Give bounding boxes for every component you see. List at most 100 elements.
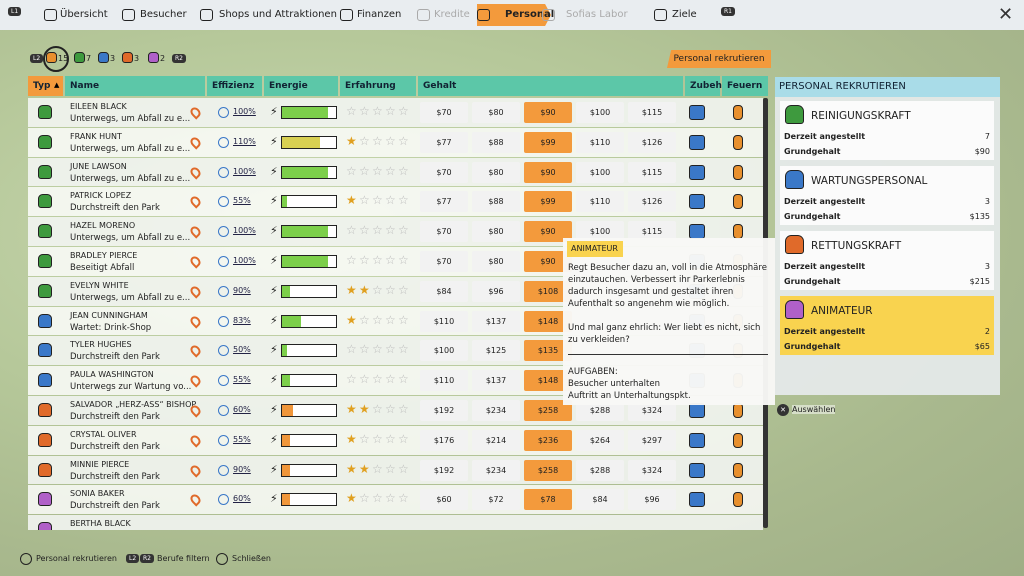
column-header[interactable]: Typ <box>28 76 63 96</box>
locate-icon[interactable] <box>188 492 203 507</box>
locate-icon[interactable] <box>188 224 203 239</box>
role-card[interactable]: ANIMATEUR Derzeit angestellt 2 Grundgehalt $… <box>780 296 994 355</box>
fire-icon[interactable] <box>733 432 743 448</box>
x-button[interactable]: ✕ <box>777 404 789 416</box>
locate-icon[interactable] <box>188 135 203 150</box>
salary-option[interactable]: $234 <box>472 459 520 481</box>
salary-option[interactable]: $90 <box>524 161 572 183</box>
salary-option[interactable]: $115 <box>628 161 676 183</box>
salary-option[interactable]: $100 <box>420 340 468 362</box>
salary-option[interactable]: $90 <box>524 221 572 243</box>
fire-icon[interactable] <box>733 224 743 240</box>
column-header[interactable]: Erfahrung <box>340 76 416 96</box>
salary-option[interactable]: $70 <box>420 221 468 243</box>
salary-option[interactable]: $288 <box>576 400 624 421</box>
role-card[interactable]: REINIGUNGSKRAFT Derzeit angestellt 7 Grundg… <box>780 101 994 160</box>
equipment-icon[interactable] <box>689 432 705 448</box>
salary-option[interactable]: $72 <box>472 489 520 511</box>
salary-option[interactable]: $70 <box>420 251 468 272</box>
salary-option[interactable]: $88 <box>472 131 520 153</box>
salary-option[interactable]: $77 <box>420 131 468 153</box>
locate-icon[interactable] <box>188 463 203 478</box>
salary-option[interactable]: $100 <box>576 161 624 183</box>
salary-option[interactable]: $80 <box>472 102 520 123</box>
salary-option[interactable]: $115 <box>628 221 676 243</box>
salary-option[interactable]: $60 <box>420 489 468 511</box>
role-card[interactable]: RETTUNGSKRAFT Derzeit angestellt 3 Grundgeh… <box>780 231 994 290</box>
table-row[interactable]: MINNIE PIERCE Durchstreift den Park 90% ⚡ ★ ★… <box>28 455 763 485</box>
salary-option[interactable]: $90 <box>524 102 572 123</box>
locate-icon[interactable] <box>188 254 203 269</box>
locate-icon[interactable] <box>188 165 203 180</box>
salary-option[interactable]: $324 <box>628 400 676 421</box>
locate-icon[interactable] <box>188 284 203 299</box>
fire-icon[interactable] <box>733 462 743 478</box>
table-row[interactable]: CRYSTAL OLIVER Durchstreift den Park 55% ⚡ ★… <box>28 425 763 455</box>
filter-count[interactable]: 3 <box>134 54 140 63</box>
locate-icon[interactable] <box>188 105 203 120</box>
salary-option[interactable]: $110 <box>576 191 624 213</box>
salary-option[interactable]: $80 <box>472 221 520 243</box>
salary-option[interactable]: $324 <box>628 459 676 481</box>
equipment-icon[interactable] <box>689 224 705 240</box>
footer-hint[interactable]: Personal rekrutieren <box>36 554 117 563</box>
fire-icon[interactable] <box>733 403 743 418</box>
fire-icon[interactable] <box>733 164 743 180</box>
salary-option[interactable]: $236 <box>524 429 572 451</box>
equipment-icon[interactable] <box>689 105 705 120</box>
select-hint[interactable]: Auswählen <box>792 405 836 414</box>
fire-icon[interactable] <box>733 492 743 508</box>
salary-option[interactable]: $96 <box>628 489 676 511</box>
salary-option[interactable]: $115 <box>628 102 676 123</box>
salary-option[interactable]: $110 <box>420 370 468 392</box>
filter-count[interactable]: 15 <box>58 54 69 63</box>
salary-option[interactable]: $84 <box>576 489 624 511</box>
salary-option[interactable]: $78 <box>524 489 572 511</box>
salary-option[interactable]: $88 <box>472 191 520 213</box>
salary-option[interactable]: $84 <box>420 280 468 302</box>
recruit-button[interactable]: Personal rekrutieren <box>667 50 771 68</box>
tab[interactable]: Ziele <box>672 9 697 20</box>
salary-option[interactable]: $70 <box>420 161 468 183</box>
tab[interactable]: Übersicht <box>60 9 108 20</box>
salary-option[interactable]: $264 <box>576 429 624 451</box>
equipment-icon[interactable] <box>689 403 705 418</box>
footer-hint[interactable]: Berufe filtern <box>157 554 210 563</box>
column-header[interactable]: Effizienz <box>207 76 262 96</box>
tab[interactable]: Shops und Attraktionen <box>219 9 337 20</box>
fire-icon[interactable] <box>733 134 743 150</box>
equipment-icon[interactable] <box>689 492 705 508</box>
filter-count[interactable]: 7 <box>86 54 92 63</box>
locate-icon[interactable] <box>188 314 203 329</box>
filter-count[interactable]: 3 <box>110 54 116 63</box>
column-header[interactable]: Zubehör <box>685 76 733 96</box>
salary-option[interactable]: $258 <box>524 400 572 421</box>
equipment-icon[interactable] <box>689 164 705 180</box>
salary-option[interactable]: $176 <box>420 429 468 451</box>
tab[interactable]: Personal <box>505 9 555 20</box>
salary-option[interactable]: $192 <box>420 459 468 481</box>
table-row[interactable]: BERTHA BLACK <box>28 515 763 530</box>
salary-option[interactable]: $108 <box>524 280 572 302</box>
salary-option[interactable]: $192 <box>420 400 468 421</box>
close-button[interactable]: ✕ <box>998 4 1014 25</box>
footer-hint[interactable]: Schließen <box>232 554 271 563</box>
table-row[interactable]: FRANK HUNT Unterwegs, um Abfall zu e... 11… <box>28 127 763 157</box>
locate-icon[interactable] <box>188 194 203 209</box>
salary-option[interactable]: $148 <box>524 370 572 392</box>
salary-option[interactable]: $110 <box>420 310 468 332</box>
salary-option[interactable]: $137 <box>472 370 520 392</box>
fire-icon[interactable] <box>733 105 743 120</box>
equipment-icon[interactable] <box>689 194 705 210</box>
tab[interactable]: Kredite <box>434 9 470 20</box>
table-row[interactable]: EILEEN BLACK Unterwegs, um Abfall zu e...… <box>28 98 763 127</box>
salary-option[interactable]: $110 <box>576 131 624 153</box>
salary-option[interactable]: $258 <box>524 459 572 481</box>
locate-icon[interactable] <box>188 343 203 358</box>
column-header[interactable]: Name <box>65 76 205 96</box>
equipment-icon[interactable] <box>689 462 705 478</box>
equipment-icon[interactable] <box>689 134 705 150</box>
salary-option[interactable]: $96 <box>472 280 520 302</box>
salary-option[interactable]: $126 <box>628 131 676 153</box>
salary-option[interactable]: $77 <box>420 191 468 213</box>
